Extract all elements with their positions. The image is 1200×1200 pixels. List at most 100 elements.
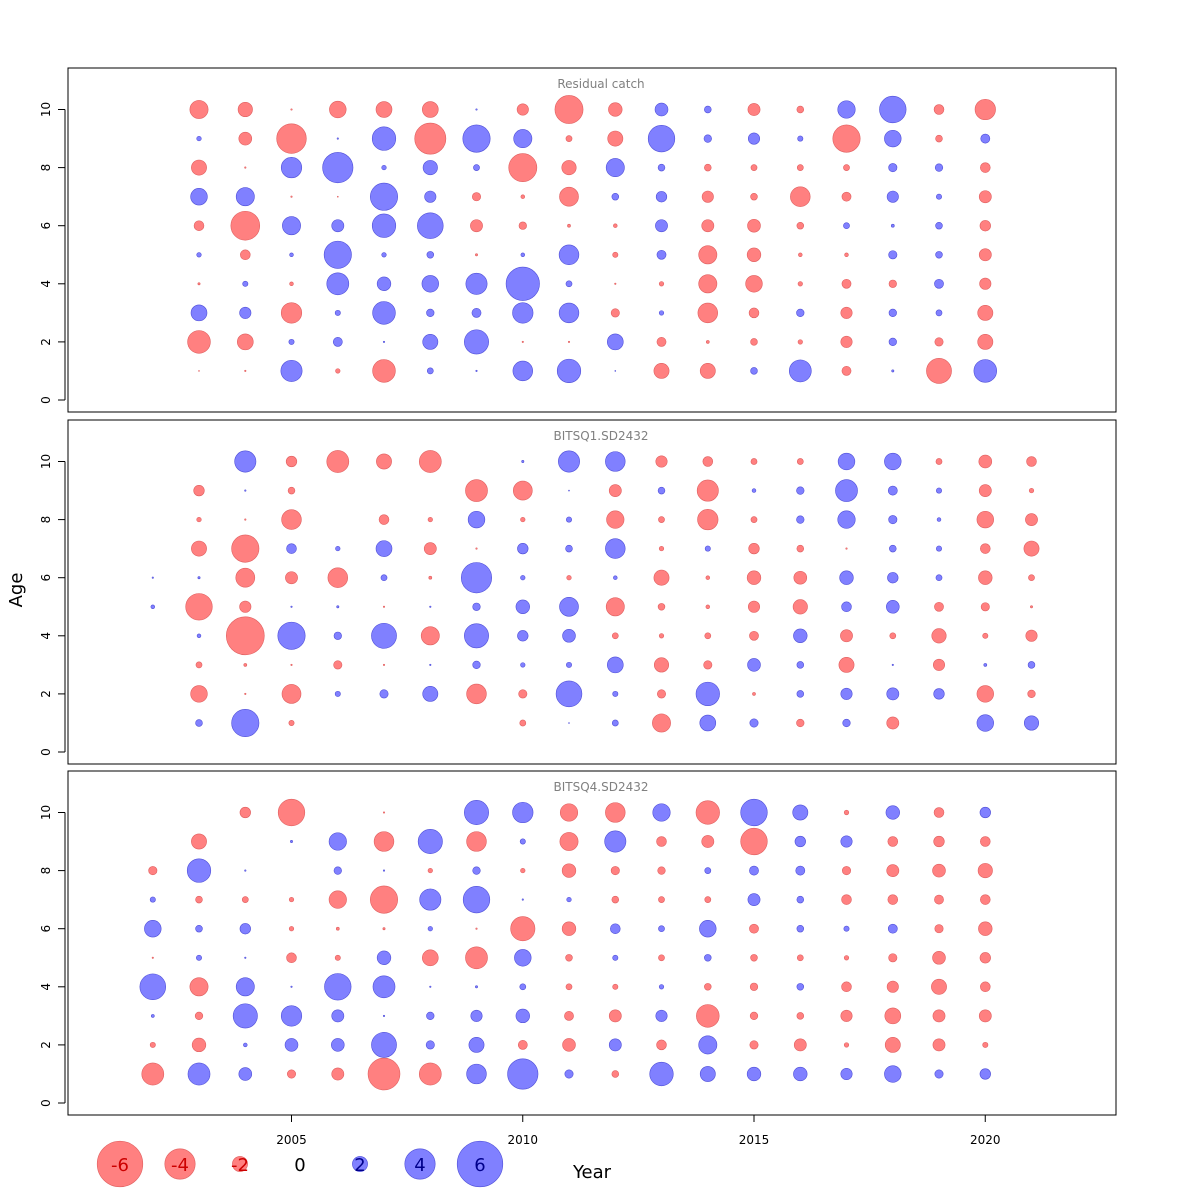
bubble — [840, 1009, 853, 1022]
y-tick-label: 4 — [39, 983, 53, 991]
bubble — [288, 926, 295, 932]
bubble — [559, 186, 579, 207]
bubble — [926, 358, 952, 384]
bubble — [244, 692, 247, 695]
bubble — [334, 954, 341, 961]
bubble — [704, 105, 712, 114]
bubble — [559, 803, 579, 822]
bubble — [334, 690, 341, 697]
bubble — [841, 191, 852, 202]
bubble — [420, 626, 440, 646]
bubble — [796, 458, 804, 465]
bubble — [934, 278, 944, 289]
bubble — [559, 832, 579, 851]
bubble — [1030, 605, 1033, 609]
bubble — [141, 1062, 165, 1086]
bubble — [740, 798, 768, 827]
bubble — [280, 1005, 303, 1027]
bubble — [336, 195, 339, 198]
bubble — [565, 135, 573, 142]
bubble — [565, 280, 573, 288]
bubble — [426, 367, 434, 375]
bubble — [239, 923, 251, 935]
bubble — [281, 509, 302, 530]
bubble — [936, 545, 942, 552]
bubble — [931, 628, 947, 644]
bubble — [284, 1038, 299, 1052]
bubble — [884, 452, 902, 471]
bubble — [148, 866, 158, 876]
bubble — [982, 1041, 989, 1048]
bubble — [703, 134, 712, 143]
bubble — [699, 362, 716, 379]
bubble — [517, 542, 529, 555]
bubble — [372, 359, 396, 383]
bubble — [241, 896, 249, 903]
bubble — [139, 973, 167, 1001]
bubble — [239, 306, 252, 319]
bubble — [195, 719, 203, 727]
bubble — [607, 130, 624, 147]
bubble — [472, 866, 481, 875]
x-tick-label: 2005 — [276, 1133, 307, 1147]
bubble — [375, 540, 393, 557]
bubble — [935, 251, 943, 259]
bubble — [280, 157, 303, 179]
bubble — [427, 868, 433, 874]
bubble — [470, 219, 483, 233]
bubble — [796, 164, 804, 171]
bubble — [328, 832, 347, 851]
bubble — [375, 101, 393, 118]
bubble — [935, 134, 943, 143]
y-tick-label: 8 — [39, 516, 53, 524]
bubble — [379, 689, 389, 699]
bubble — [980, 133, 991, 144]
bubble — [331, 1009, 345, 1023]
bubble — [331, 1038, 345, 1052]
bubble — [702, 456, 714, 467]
bubble — [429, 663, 432, 666]
y-tick-label: 10 — [39, 454, 53, 469]
bubble — [565, 544, 573, 553]
bubble — [149, 1041, 156, 1048]
bubble — [519, 838, 526, 845]
bubble — [891, 369, 895, 373]
bubble — [239, 806, 251, 819]
bubble — [842, 866, 851, 876]
bubble — [378, 514, 390, 525]
panels: Residual catch 0 2 4 6 8 10 BITSQ1.SD2432 0 2 4 6 8 1… — [39, 67, 1117, 1116]
bubble — [231, 534, 260, 563]
bubble — [331, 1067, 345, 1081]
bubble — [196, 954, 202, 961]
panel-title: BITSQ1.SD2432 — [553, 429, 648, 443]
y-tick-label: 10 — [39, 102, 53, 117]
bubble — [605, 802, 626, 823]
x-tick-label: 2010 — [507, 1133, 538, 1147]
legend-label: -2 — [231, 1155, 249, 1176]
bubble — [889, 544, 897, 553]
bubble — [191, 833, 207, 850]
bubble — [750, 338, 758, 346]
bubble — [886, 600, 900, 614]
bubble — [1025, 513, 1038, 526]
bubble — [475, 985, 478, 989]
bubble — [697, 302, 718, 324]
bubble — [796, 895, 805, 904]
bubble — [698, 274, 718, 294]
bubble — [281, 684, 302, 704]
bubble — [885, 805, 900, 820]
bubble — [512, 801, 534, 824]
bubble — [382, 811, 386, 814]
bubble — [837, 100, 856, 119]
bubble — [568, 489, 570, 492]
bubble — [475, 108, 478, 111]
bubble — [978, 454, 993, 469]
bubble — [888, 337, 897, 347]
bubble — [518, 221, 527, 230]
bubble — [933, 104, 945, 115]
bubble — [978, 248, 992, 262]
bubble — [605, 158, 625, 178]
bubble — [230, 210, 261, 241]
bubble — [704, 163, 712, 172]
bubble — [647, 125, 676, 153]
